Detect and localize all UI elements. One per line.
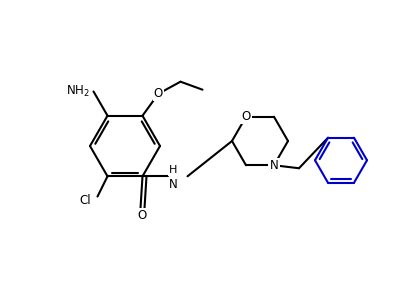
Text: O: O — [242, 110, 251, 123]
Text: O: O — [154, 87, 163, 100]
Text: O: O — [138, 209, 147, 222]
Text: H: H — [169, 165, 177, 175]
Text: NH$_2$: NH$_2$ — [66, 84, 89, 99]
Text: N: N — [169, 178, 177, 191]
Text: Cl: Cl — [80, 194, 91, 207]
Text: N: N — [270, 159, 278, 172]
